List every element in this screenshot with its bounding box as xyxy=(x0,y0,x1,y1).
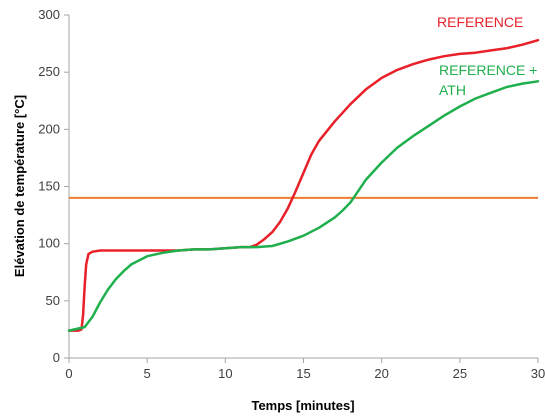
plot-axes: 0 50 100 150 200 250 300 0 5 10 15 20 25 30 xyxy=(38,7,545,381)
x-tick-label: 5 xyxy=(144,366,151,381)
y-tick-label: 150 xyxy=(38,179,60,194)
y-tick-label: 300 xyxy=(38,7,60,22)
x-tick-label: 10 xyxy=(218,366,232,381)
x-tick-label: 0 xyxy=(65,366,72,381)
y-axis-title: Elévation de température [°C] xyxy=(12,95,27,277)
y-tick-label: 100 xyxy=(38,236,60,251)
y-tick-label: 0 xyxy=(53,350,60,365)
series-line-1 xyxy=(67,80,540,332)
y-tick-label: 250 xyxy=(38,64,60,79)
y-tick-label: 50 xyxy=(46,293,60,308)
y-tick-label: 200 xyxy=(38,121,60,136)
x-axis-title: Temps [minutes] xyxy=(251,398,354,413)
x-tick-label: 15 xyxy=(296,366,310,381)
x-tick-label: 25 xyxy=(453,366,467,381)
series-label: REFERENCE xyxy=(437,14,523,30)
series-label: REFERENCE + xyxy=(439,62,537,78)
series-labels: REFERENCE REFERENCE + ATH xyxy=(437,14,537,98)
series-line-0 xyxy=(67,38,540,332)
series-layer xyxy=(67,38,540,332)
series-label: ATH xyxy=(439,82,466,98)
x-tick-label: 30 xyxy=(531,366,545,381)
x-tick-label: 20 xyxy=(374,366,388,381)
